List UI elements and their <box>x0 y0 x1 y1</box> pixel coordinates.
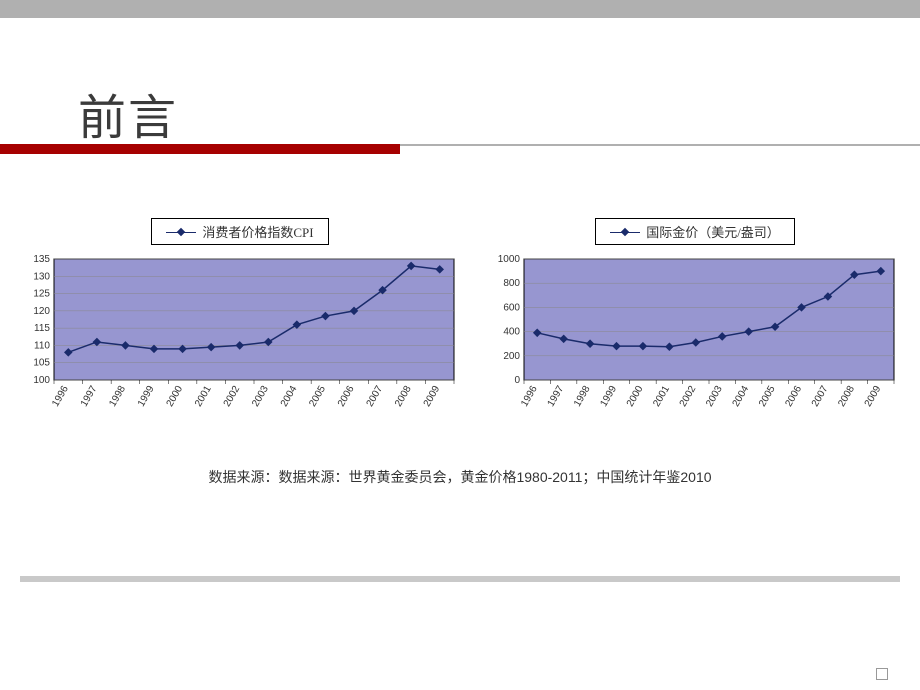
svg-text:2002: 2002 <box>222 384 243 409</box>
svg-text:1997: 1997 <box>79 384 100 409</box>
svg-text:2000: 2000 <box>625 384 646 409</box>
charts-row: 消费者价格指数CPI 10010511011512012513013519961… <box>20 218 900 430</box>
svg-text:1996: 1996 <box>50 384 71 409</box>
svg-text:1997: 1997 <box>546 384 567 409</box>
svg-text:1999: 1999 <box>598 384 619 409</box>
svg-text:2007: 2007 <box>365 384 386 409</box>
legend-marker-icon <box>610 227 640 237</box>
svg-text:125: 125 <box>33 289 50 300</box>
gold-chart: 0200400600800100019961997199819992000200… <box>490 255 900 430</box>
svg-text:130: 130 <box>33 271 50 282</box>
cpi-legend: 消费者价格指数CPI <box>151 218 328 245</box>
svg-text:2005: 2005 <box>757 384 778 409</box>
gold-chart-block: 国际金价（美元/盎司） 0200400600800100019961997199… <box>490 218 900 430</box>
svg-text:2006: 2006 <box>783 384 804 409</box>
svg-text:2007: 2007 <box>810 384 831 409</box>
cpi-chart: 100 105 110 115 120 125 130 135 1996 1997 1998 1999… <box>20 255 460 430</box>
cpi-chart-block: 消费者价格指数CPI 10010511011512012513013519961… <box>20 218 460 430</box>
top-bar <box>0 0 920 18</box>
svg-text:2004: 2004 <box>279 384 300 409</box>
svg-text:0: 0 <box>514 375 520 386</box>
page-title: 前言 <box>78 78 178 148</box>
svg-text:2008: 2008 <box>393 384 414 409</box>
svg-text:2001: 2001 <box>651 384 672 409</box>
svg-text:1999: 1999 <box>136 384 157 409</box>
svg-text:800: 800 <box>503 278 520 289</box>
svg-text:2002: 2002 <box>678 384 699 409</box>
svg-text:135: 135 <box>33 255 50 265</box>
gold-legend-label: 国际金价（美元/盎司） <box>646 222 780 241</box>
svg-text:110: 110 <box>34 340 50 351</box>
svg-text:2005: 2005 <box>307 384 328 409</box>
svg-text:2003: 2003 <box>704 384 725 409</box>
svg-text:100: 100 <box>33 375 50 386</box>
svg-text:200: 200 <box>503 351 520 362</box>
gold-legend: 国际金价（美元/盎司） <box>595 218 795 245</box>
source-text: 数据来源：数据来源：世界黄金委员会，黄金价格1980-2011；中国统计年鉴20… <box>0 467 920 487</box>
title-underline <box>400 144 920 146</box>
footer-square-icon <box>876 668 888 680</box>
svg-text:2009: 2009 <box>422 384 443 409</box>
bottom-divider <box>20 576 900 582</box>
legend-marker-icon <box>166 227 196 237</box>
svg-text:115: 115 <box>34 323 50 334</box>
svg-text:400: 400 <box>503 327 520 338</box>
cpi-legend-label: 消费者价格指数CPI <box>202 222 313 241</box>
svg-text:2001: 2001 <box>193 384 214 409</box>
svg-text:105: 105 <box>33 358 50 369</box>
svg-text:2006: 2006 <box>336 384 357 409</box>
svg-text:120: 120 <box>33 306 50 317</box>
svg-text:1998: 1998 <box>572 384 593 409</box>
svg-text:1000: 1000 <box>498 255 521 265</box>
svg-text:600: 600 <box>503 302 520 313</box>
svg-text:2004: 2004 <box>731 384 752 409</box>
svg-text:1996: 1996 <box>519 384 540 409</box>
accent-bar <box>0 144 400 154</box>
svg-text:2008: 2008 <box>836 384 857 409</box>
slide: 前言 消费者价格指数CPI 100 105 110 115 120 125 130 135 19… <box>0 0 920 690</box>
svg-text:1998: 1998 <box>107 384 128 409</box>
svg-text:2003: 2003 <box>250 384 271 409</box>
svg-text:2009: 2009 <box>863 384 884 409</box>
svg-text:2000: 2000 <box>165 384 186 409</box>
